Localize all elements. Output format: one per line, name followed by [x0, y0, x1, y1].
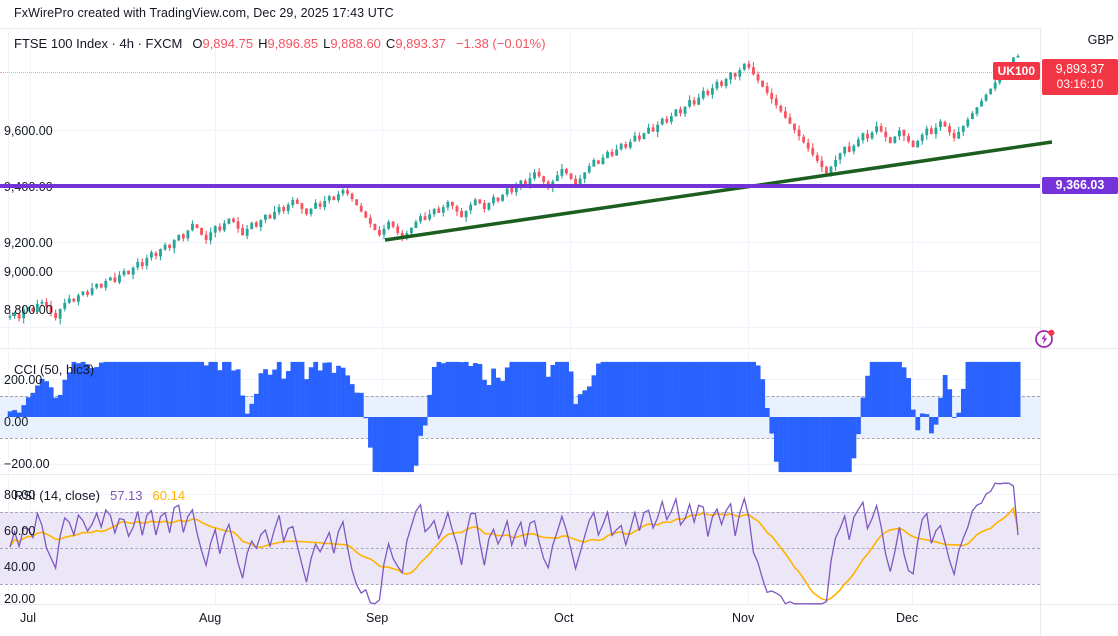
bolt-icon[interactable] — [1034, 327, 1056, 349]
cci-tick-neg200: −200.00 — [4, 457, 50, 471]
rsi-tick-60: 60.00 — [4, 524, 36, 538]
time-label-jul: Jul — [20, 611, 36, 625]
rsi-tick-80: 80.00 — [4, 488, 36, 502]
rsi-level-30 — [0, 584, 1040, 585]
low-value: 9,888.60 — [330, 36, 381, 51]
rsi-title[interactable]: RSI (14, close) — [14, 488, 100, 503]
price-tick-9600: 9,600.00 — [4, 124, 53, 138]
gridline-sep — [382, 28, 383, 604]
rsi-gridline-80 — [0, 494, 1040, 495]
change-value: −1.38 (−0.01%) — [455, 36, 546, 51]
close-value: 9,893.37 — [395, 36, 446, 51]
rsi-tick-40: 40.00 — [4, 560, 36, 574]
gridline-aug — [215, 28, 216, 604]
time-label-dec: Dec — [896, 611, 919, 625]
last-price-value: 9,893.37 — [1055, 62, 1105, 76]
last-price-dotted-line — [0, 72, 1018, 73]
open-value: 9,894.75 — [202, 36, 254, 51]
currency-unit-label: GBP — [1087, 33, 1114, 47]
main-chart-legend: FTSE 100 Index · 4h · FXCM O9,894.75 H9,89… — [14, 36, 546, 51]
low-key: L — [323, 36, 331, 51]
gridline-8800 — [0, 327, 1040, 328]
rsi-legend: RSI (14, close) 57.13 60.14 — [14, 488, 185, 503]
open-key: O — [192, 36, 203, 51]
high-key: H — [258, 36, 268, 51]
left-edge-line — [8, 28, 9, 604]
cci-tick-200: 200.00 — [4, 373, 43, 387]
gridline-9200 — [0, 242, 1040, 243]
rsi-ma-value: 60.14 — [152, 488, 186, 503]
gridline-jul — [30, 28, 31, 604]
rsi-value: 57.13 — [109, 488, 143, 503]
time-label-sep: Sep — [366, 611, 389, 625]
price-tick-9200: 9,200.00 — [4, 236, 53, 250]
cci-level-neg100 — [0, 438, 1040, 439]
price-tick-8800: 8,800.00 — [4, 303, 53, 317]
gridline-nov — [748, 28, 749, 604]
attribution-text: FxWirePro created with TradingView.com, … — [14, 6, 394, 20]
gridline-oct — [570, 28, 571, 604]
time-label-nov: Nov — [732, 611, 755, 625]
gridline-9000 — [0, 271, 1040, 272]
time-axis-separator — [0, 604, 1118, 605]
cci-gridline-neg200 — [0, 464, 1040, 465]
time-label-aug: Aug — [199, 611, 222, 625]
time-label-oct: Oct — [554, 611, 574, 625]
high-value: 9,896.85 — [267, 36, 319, 51]
rsi-level-50 — [0, 548, 1040, 549]
last-price-tag: 9,893.37 03:16:10 — [1042, 59, 1118, 95]
cci-legend: CCI (50, hlc3) 74.16 — [14, 362, 137, 377]
pane-separator-cci — [0, 348, 1118, 349]
rsi-level-70 — [0, 512, 1040, 513]
bar-countdown: 03:16:10 — [1056, 77, 1104, 91]
cci-title[interactable]: CCI (50, hlc3) — [14, 362, 95, 377]
symbol-price-tag: UK100 — [992, 62, 1040, 80]
pane-separator-rsi — [0, 474, 1118, 475]
currency-unit-box — [1042, 28, 1118, 50]
horizontal-level-line[interactable] — [0, 184, 1040, 188]
price-tick-9000: 9,000.00 — [4, 265, 53, 279]
close-key: C — [385, 36, 396, 51]
gridline-dec — [912, 28, 913, 604]
rsi-tick-20: 20.00 — [4, 592, 36, 606]
level-price-tag[interactable]: 9,366.03 — [1042, 177, 1118, 194]
symbol-label[interactable]: FTSE 100 Index · 4h · FXCM — [14, 36, 183, 51]
pane-separator-top — [0, 28, 1118, 29]
cci-tick-0: 0.00 — [4, 415, 29, 429]
cci-value: 74.16 — [104, 362, 137, 377]
gridline-9600 — [0, 130, 1040, 131]
